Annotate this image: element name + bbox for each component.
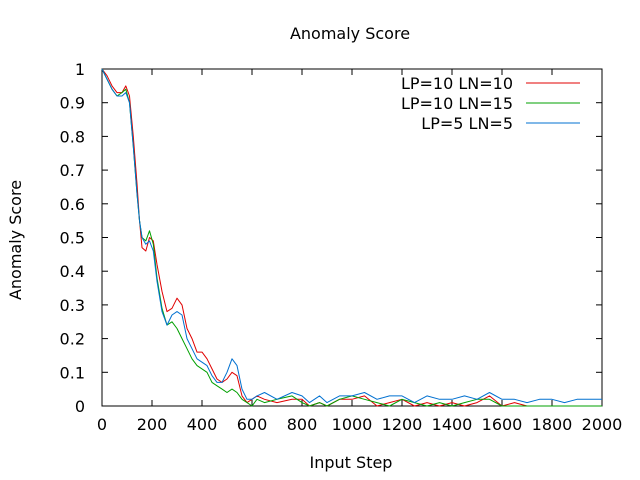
x-axis-label: Input Step <box>310 453 393 472</box>
y-tick-label: 0.8 <box>60 127 85 146</box>
series-line-2 <box>101 68 602 407</box>
y-tick-label: 0.5 <box>60 229 85 248</box>
legend-label-3: LP=5 LN=5 <box>421 114 513 133</box>
x-tick-label: 1600 <box>482 415 523 434</box>
x-tick-label: 1800 <box>532 415 573 434</box>
y-tick-label: 0.2 <box>60 330 85 349</box>
y-tick-label: 0.3 <box>60 296 85 315</box>
y-tick-label: 1 <box>75 60 85 79</box>
y-tick-label: 0.9 <box>60 94 85 113</box>
y-tick-label: 0.6 <box>60 195 85 214</box>
x-tick-label: 600 <box>237 415 268 434</box>
legend-label-1: LP=10 LN=10 <box>401 74 513 93</box>
series-line-1 <box>101 68 602 407</box>
x-tick-label: 1000 <box>332 415 373 434</box>
series-line-3 <box>101 68 602 404</box>
chart-title: Anomaly Score <box>290 24 410 43</box>
y-tick-label: 0.7 <box>60 161 85 180</box>
plot-frame <box>101 68 603 407</box>
x-tick-label: 0 <box>97 415 107 434</box>
y-tick-label: 0.4 <box>60 262 85 281</box>
x-tick-label: 1200 <box>382 415 423 434</box>
y-tick-label: 0 <box>75 397 85 416</box>
x-tick-label: 1400 <box>432 415 473 434</box>
x-tick-label: 400 <box>187 415 218 434</box>
x-tick-label: 200 <box>137 415 168 434</box>
y-axis-label: Anomaly Score <box>6 180 25 300</box>
x-tick-label: 2000 <box>582 415 623 434</box>
legend-label-2: LP=10 LN=15 <box>401 94 513 113</box>
x-tick-label: 800 <box>287 415 318 434</box>
y-tick-label: 0.1 <box>60 363 85 382</box>
